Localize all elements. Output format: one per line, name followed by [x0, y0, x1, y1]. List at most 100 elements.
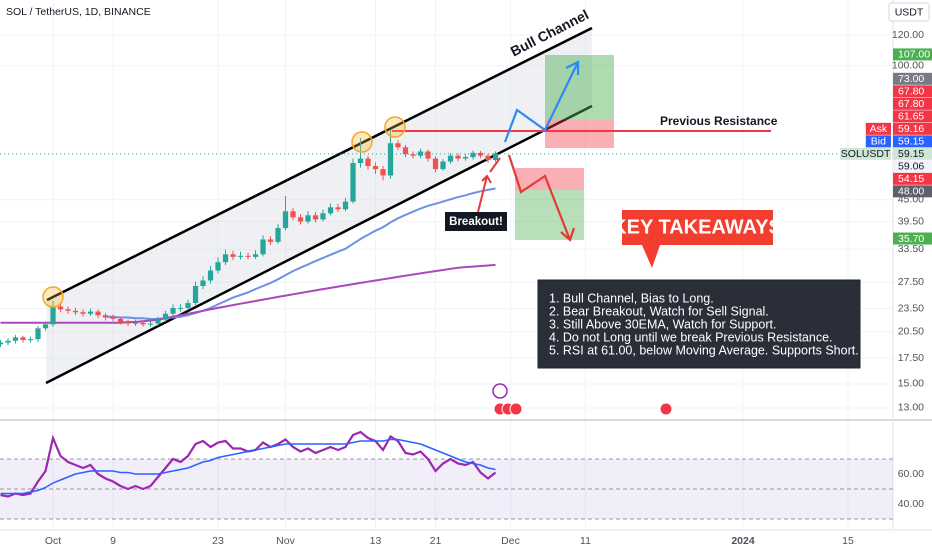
- candle-body: [365, 158, 371, 167]
- candle-body: [252, 254, 259, 257]
- price-tag-label: 59.15: [898, 136, 924, 148]
- price-tag: [893, 85, 932, 98]
- price-tag-label: 35.70: [898, 233, 924, 245]
- y-tick-label: 27.50: [898, 276, 924, 288]
- candle-body: [372, 166, 379, 170]
- candle-body: [5, 340, 11, 343]
- candle-body: [260, 239, 266, 255]
- price-tag: [893, 122, 932, 135]
- candle-body: [147, 323, 154, 325]
- x-tick-label: Dec: [501, 535, 520, 547]
- flag-icon[interactable]: [659, 402, 673, 416]
- price-tag-label: 67.80: [898, 86, 924, 98]
- event-icon[interactable]: [492, 383, 508, 399]
- candle-body: [312, 215, 319, 220]
- candle-body: [275, 228, 281, 242]
- candle-body: [110, 317, 116, 319]
- y-tick-label: 100.00: [892, 60, 924, 72]
- price-tag: [893, 172, 932, 185]
- candle-body: [245, 255, 251, 257]
- candle-body: [72, 310, 79, 313]
- candle-body: [492, 153, 499, 161]
- breakout-label: Breakout!: [449, 216, 503, 228]
- candle-body: [0, 342, 4, 345]
- candle-body: [342, 201, 349, 210]
- price-tag-name: SOLUSDT: [841, 148, 891, 160]
- candle-body: [170, 307, 176, 314]
- price-tag-name: Ask: [870, 123, 888, 135]
- price-tag-label: 59.06: [898, 161, 924, 173]
- candle-body: [440, 161, 446, 170]
- price-tag-name-box: [840, 147, 891, 160]
- price-tag-label: 73.00: [898, 73, 924, 85]
- candle-body: [290, 211, 296, 218]
- price-tag-label: 61.65: [898, 111, 924, 123]
- takeaway-item: 4. Do not Long until we break Previous R…: [549, 330, 833, 344]
- candle-body: [410, 154, 416, 156]
- y-tick-label: 13.00: [898, 402, 924, 414]
- y-tick-label: 17.50: [898, 352, 924, 364]
- bear-arrowhead: [560, 227, 576, 242]
- pivot-circle: [42, 286, 64, 308]
- y-tick-label: 39.50: [898, 215, 924, 227]
- price-tag-label: 48.00: [898, 186, 924, 198]
- candle-body: [267, 239, 274, 242]
- y-tick-label: 15.00: [898, 378, 924, 390]
- candle-body: [432, 158, 439, 170]
- breakout-arrowhead: [481, 174, 492, 184]
- candle-body: [215, 262, 221, 271]
- candle-body: [297, 217, 304, 222]
- candle-body: [230, 254, 236, 257]
- x-tick-label: 21: [430, 535, 442, 547]
- candle-body: [12, 337, 19, 341]
- x-tick-label: 2024: [731, 535, 755, 547]
- candle-body: [185, 303, 191, 308]
- candle-body: [425, 151, 431, 159]
- resistance-label: Previous Resistance: [660, 114, 778, 128]
- currency-button[interactable]: [888, 2, 930, 22]
- price-tag: [893, 97, 932, 110]
- candle-body: [80, 312, 86, 314]
- candle-body: [192, 285, 199, 304]
- price-tag: [893, 72, 932, 85]
- candle-body: [395, 143, 401, 148]
- rsi-tick-label: 40.00: [898, 498, 924, 510]
- candle-body: [237, 255, 244, 257]
- bull-path: [503, 61, 579, 143]
- pivot-circle: [384, 116, 406, 138]
- bull-arrowhead: [565, 60, 580, 75]
- candle-body: [357, 158, 364, 164]
- rsi-tick-label: 60.00: [898, 468, 924, 480]
- candle-body: [117, 318, 124, 323]
- candle-body: [42, 324, 49, 329]
- takeaway-item: 2. Bear Breakout, Watch for Sell Signal.: [549, 304, 769, 318]
- pivot-circle: [351, 131, 373, 153]
- price-tag-label: 107.00: [898, 49, 930, 61]
- flag-icon[interactable]: [509, 402, 523, 416]
- candle-body: [125, 322, 131, 324]
- candle-body: [485, 155, 491, 161]
- axis-layer: 120.00100.0045.0039.5033.5027.5023.5020.…: [45, 29, 924, 547]
- currency-label[interactable]: USDT: [895, 6, 924, 18]
- price-tag: [893, 185, 932, 198]
- candle-body: [87, 311, 94, 314]
- x-tick-label: 9: [110, 535, 116, 547]
- y-tick-label: 20.50: [898, 325, 924, 337]
- price-layer: [0, 130, 893, 347]
- x-tick-label: Nov: [276, 535, 295, 547]
- price-tag: [893, 147, 932, 160]
- candle-body: [402, 147, 409, 155]
- price-tag: [893, 232, 932, 245]
- candle-body: [20, 337, 26, 340]
- candle-body: [455, 155, 461, 159]
- candle-body: [177, 307, 184, 309]
- candle-body: [162, 313, 169, 320]
- takeaways-box: [537, 279, 861, 369]
- candle-body: [320, 213, 326, 220]
- candle-body: [132, 322, 139, 324]
- x-tick-label: Oct: [45, 535, 61, 547]
- candle-body: [65, 309, 71, 311]
- price-tag-name-box: [865, 122, 891, 135]
- candle-body: [350, 163, 356, 202]
- candle-body: [140, 322, 146, 325]
